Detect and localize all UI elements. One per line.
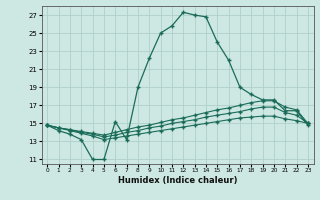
- X-axis label: Humidex (Indice chaleur): Humidex (Indice chaleur): [118, 176, 237, 185]
